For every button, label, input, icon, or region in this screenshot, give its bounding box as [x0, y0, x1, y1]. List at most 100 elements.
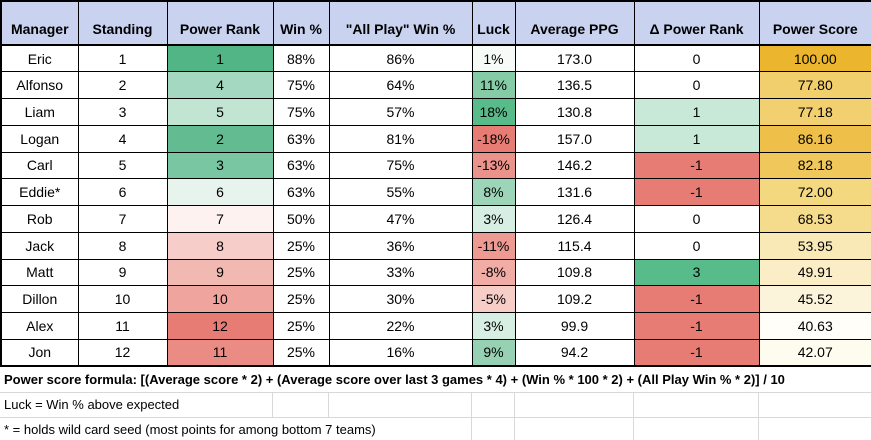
- cell-manager[interactable]: Eddie*: [0, 178, 79, 206]
- cell-luck[interactable]: 8%: [471, 178, 516, 206]
- cell-standing[interactable]: 10: [77, 285, 168, 313]
- cell-luck[interactable]: -5%: [471, 285, 516, 313]
- cell-win_pct[interactable]: 63%: [272, 178, 330, 206]
- cell-delta_pr[interactable]: -1: [633, 338, 760, 367]
- cell-win_pct[interactable]: 25%: [272, 258, 330, 287]
- empty-cell[interactable]: [633, 392, 759, 418]
- cell-win_pct[interactable]: 63%: [272, 151, 330, 180]
- cell-delta_pr[interactable]: 3: [633, 258, 760, 287]
- cell-power_rank[interactable]: 11: [166, 338, 274, 367]
- cell-delta_pr[interactable]: 1: [633, 124, 760, 153]
- cell-avg_ppg[interactable]: 173.0: [514, 44, 635, 73]
- cell-luck[interactable]: 3%: [471, 205, 516, 233]
- cell-standing[interactable]: 7: [77, 205, 168, 233]
- cell-delta_pr[interactable]: 0: [633, 71, 760, 99]
- cell-standing[interactable]: 12: [77, 338, 168, 367]
- cell-delta_pr[interactable]: 0: [633, 231, 760, 260]
- cell-power_rank[interactable]: 6: [166, 178, 274, 206]
- cell-standing[interactable]: 3: [77, 98, 168, 126]
- cell-power_score[interactable]: 42.07: [758, 338, 871, 367]
- cell-power_score[interactable]: 100.00: [758, 44, 871, 73]
- cell-luck[interactable]: -11%: [471, 231, 516, 260]
- cell-delta_pr[interactable]: -1: [633, 312, 760, 340]
- power-score-formula-note[interactable]: Power score formula: [(Average score * 2…: [0, 367, 871, 393]
- cell-standing[interactable]: 8: [77, 231, 168, 260]
- cell-power_rank[interactable]: 5: [166, 98, 274, 126]
- col-header-power_rank[interactable]: Power Rank: [166, 0, 274, 46]
- empty-cell[interactable]: [272, 392, 329, 418]
- col-header-avg_ppg[interactable]: Average PPG: [514, 0, 635, 46]
- empty-cell[interactable]: [471, 392, 515, 418]
- cell-power_rank[interactable]: 10: [166, 285, 274, 313]
- cell-manager[interactable]: Rob: [0, 205, 79, 233]
- cell-win_pct[interactable]: 75%: [272, 98, 330, 126]
- cell-all_play[interactable]: 30%: [328, 285, 473, 313]
- cell-all_play[interactable]: 64%: [328, 71, 473, 99]
- cell-standing[interactable]: 2: [77, 71, 168, 99]
- col-header-manager[interactable]: Manager: [0, 0, 79, 46]
- cell-all_play[interactable]: 81%: [328, 124, 473, 153]
- cell-avg_ppg[interactable]: 94.2: [514, 338, 635, 367]
- cell-power_score[interactable]: 45.52: [758, 285, 871, 313]
- cell-power_score[interactable]: 77.80: [758, 71, 871, 99]
- cell-power_rank[interactable]: 2: [166, 124, 274, 153]
- cell-win_pct[interactable]: 63%: [272, 124, 330, 153]
- col-header-power_score[interactable]: Power Score: [758, 0, 871, 46]
- cell-all_play[interactable]: 47%: [328, 205, 473, 233]
- cell-power_rank[interactable]: 9: [166, 258, 274, 287]
- empty-cell[interactable]: [758, 392, 871, 418]
- cell-delta_pr[interactable]: -1: [633, 151, 760, 180]
- cell-win_pct[interactable]: 88%: [272, 44, 330, 73]
- cell-manager[interactable]: Jack: [0, 231, 79, 260]
- cell-win_pct[interactable]: 25%: [272, 285, 330, 313]
- cell-standing[interactable]: 11: [77, 312, 168, 340]
- cell-power_score[interactable]: 40.63: [758, 312, 871, 340]
- cell-manager[interactable]: Matt: [0, 258, 79, 287]
- cell-power_rank[interactable]: 7: [166, 205, 274, 233]
- cell-standing[interactable]: 9: [77, 258, 168, 287]
- cell-power_score[interactable]: 53.95: [758, 231, 871, 260]
- cell-all_play[interactable]: 16%: [328, 338, 473, 367]
- cell-all_play[interactable]: 55%: [328, 178, 473, 206]
- cell-win_pct[interactable]: 25%: [272, 312, 330, 340]
- cell-power_score[interactable]: 72.00: [758, 178, 871, 206]
- wildcard-definition-note[interactable]: * = holds wild card seed (most points fo…: [0, 417, 472, 440]
- cell-power_rank[interactable]: 1: [166, 44, 274, 73]
- cell-manager[interactable]: Carl: [0, 151, 79, 180]
- col-header-all_play[interactable]: "All Play" Win %: [328, 0, 473, 46]
- cell-delta_pr[interactable]: -1: [633, 285, 760, 313]
- cell-avg_ppg[interactable]: 136.5: [514, 71, 635, 99]
- cell-power_rank[interactable]: 3: [166, 151, 274, 180]
- cell-all_play[interactable]: 86%: [328, 44, 473, 73]
- cell-standing[interactable]: 5: [77, 151, 168, 180]
- cell-manager[interactable]: Dillon: [0, 285, 79, 313]
- cell-win_pct[interactable]: 75%: [272, 71, 330, 99]
- cell-power_score[interactable]: 68.53: [758, 205, 871, 233]
- cell-delta_pr[interactable]: 1: [633, 98, 760, 126]
- col-header-win_pct[interactable]: Win %: [272, 0, 330, 46]
- cell-power_score[interactable]: 77.18: [758, 98, 871, 126]
- cell-delta_pr[interactable]: 0: [633, 205, 760, 233]
- cell-delta_pr[interactable]: 0: [633, 44, 760, 73]
- col-header-delta_pr[interactable]: Δ Power Rank: [633, 0, 760, 46]
- empty-cell[interactable]: [633, 417, 759, 440]
- cell-luck[interactable]: 1%: [471, 44, 516, 73]
- cell-avg_ppg[interactable]: 157.0: [514, 124, 635, 153]
- col-header-luck[interactable]: Luck: [471, 0, 516, 46]
- cell-all_play[interactable]: 22%: [328, 312, 473, 340]
- cell-standing[interactable]: 4: [77, 124, 168, 153]
- cell-win_pct[interactable]: 25%: [272, 338, 330, 367]
- col-header-standing[interactable]: Standing: [77, 0, 168, 46]
- cell-luck[interactable]: 11%: [471, 71, 516, 99]
- empty-cell[interactable]: [328, 392, 472, 418]
- cell-power_rank[interactable]: 4: [166, 71, 274, 99]
- cell-avg_ppg[interactable]: 126.4: [514, 205, 635, 233]
- cell-power_rank[interactable]: 12: [166, 312, 274, 340]
- empty-cell[interactable]: [758, 417, 871, 440]
- cell-avg_ppg[interactable]: 99.9: [514, 312, 635, 340]
- cell-standing[interactable]: 1: [77, 44, 168, 73]
- cell-luck[interactable]: -8%: [471, 258, 516, 287]
- cell-win_pct[interactable]: 50%: [272, 205, 330, 233]
- cell-all_play[interactable]: 57%: [328, 98, 473, 126]
- cell-luck[interactable]: -13%: [471, 151, 516, 180]
